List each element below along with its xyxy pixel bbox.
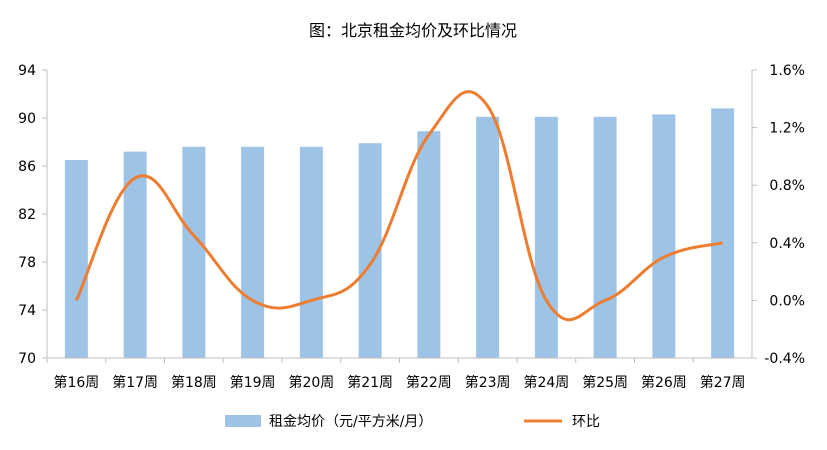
- y-right-tick-label: 0.8%: [769, 178, 805, 194]
- x-tick-label: 第20周: [288, 374, 334, 391]
- x-tick-label: 第27周: [700, 374, 746, 391]
- x-tick-label: 第18周: [171, 374, 217, 391]
- x-tick-label: 第16周: [53, 374, 99, 391]
- bar-第27周: [711, 108, 735, 359]
- y-right-tick-label: 0.4%: [769, 236, 805, 252]
- bar-第18周: [182, 146, 206, 358]
- y-left-tick-label: 90: [18, 111, 36, 127]
- y-left-tick-label: 78: [18, 255, 36, 271]
- y-left-tick-label: 94: [18, 63, 36, 79]
- x-tick-label: 第22周: [406, 374, 452, 391]
- x-tick-label: 第17周: [112, 374, 158, 391]
- legend-bar-swatch: [225, 415, 261, 427]
- legend-bar-label: 租金均价（元/平方米/月）: [269, 414, 432, 430]
- x-tick-label: 第26周: [641, 374, 687, 391]
- axes-layer: 70 74 78 82 86 90 94 -0.4% 0.0% 0.4% 0.8% 1.2% 1.6% 第…: [18, 63, 805, 391]
- bar-第21周: [358, 143, 382, 358]
- x-tick-label: 第25周: [582, 374, 628, 391]
- chart-title: 图：北京租金均价及环比情况: [309, 21, 517, 40]
- bar-第23周: [476, 116, 500, 358]
- bar-第20周: [299, 146, 323, 358]
- x-tick-label: 第19周: [230, 374, 276, 391]
- y-left-tick-label: 74: [18, 303, 36, 319]
- bar-第22周: [417, 131, 441, 358]
- x-tick-label: 第23周: [465, 374, 511, 391]
- bar-第24周: [534, 116, 558, 358]
- bar-第26周: [652, 114, 676, 359]
- x-tick-label: 第21周: [347, 374, 393, 391]
- y-right-tick-label: -0.4%: [764, 351, 805, 367]
- bar-第25周: [593, 116, 617, 358]
- y-left-tick-label: 82: [18, 207, 36, 223]
- bar-第19周: [241, 146, 265, 358]
- y-left-tick-label: 70: [18, 351, 36, 367]
- y-right-tick-label: 0.0%: [769, 293, 805, 309]
- legend-line-label: 环比: [572, 414, 600, 430]
- series-line-huanbi: [75, 90, 723, 322]
- legend: 租金均价（元/平方米/月） 环比: [225, 414, 600, 430]
- y-left-tick-label: 86: [18, 159, 36, 175]
- y-right-tick-label: 1.6%: [769, 63, 805, 79]
- y-right-tick-label: 1.2%: [769, 121, 805, 137]
- line-layer: [75, 90, 723, 322]
- bar-第17周: [123, 151, 147, 358]
- bars-layer: [64, 108, 735, 359]
- x-tick-label: 第24周: [523, 374, 569, 391]
- bar-第16周: [64, 160, 88, 358]
